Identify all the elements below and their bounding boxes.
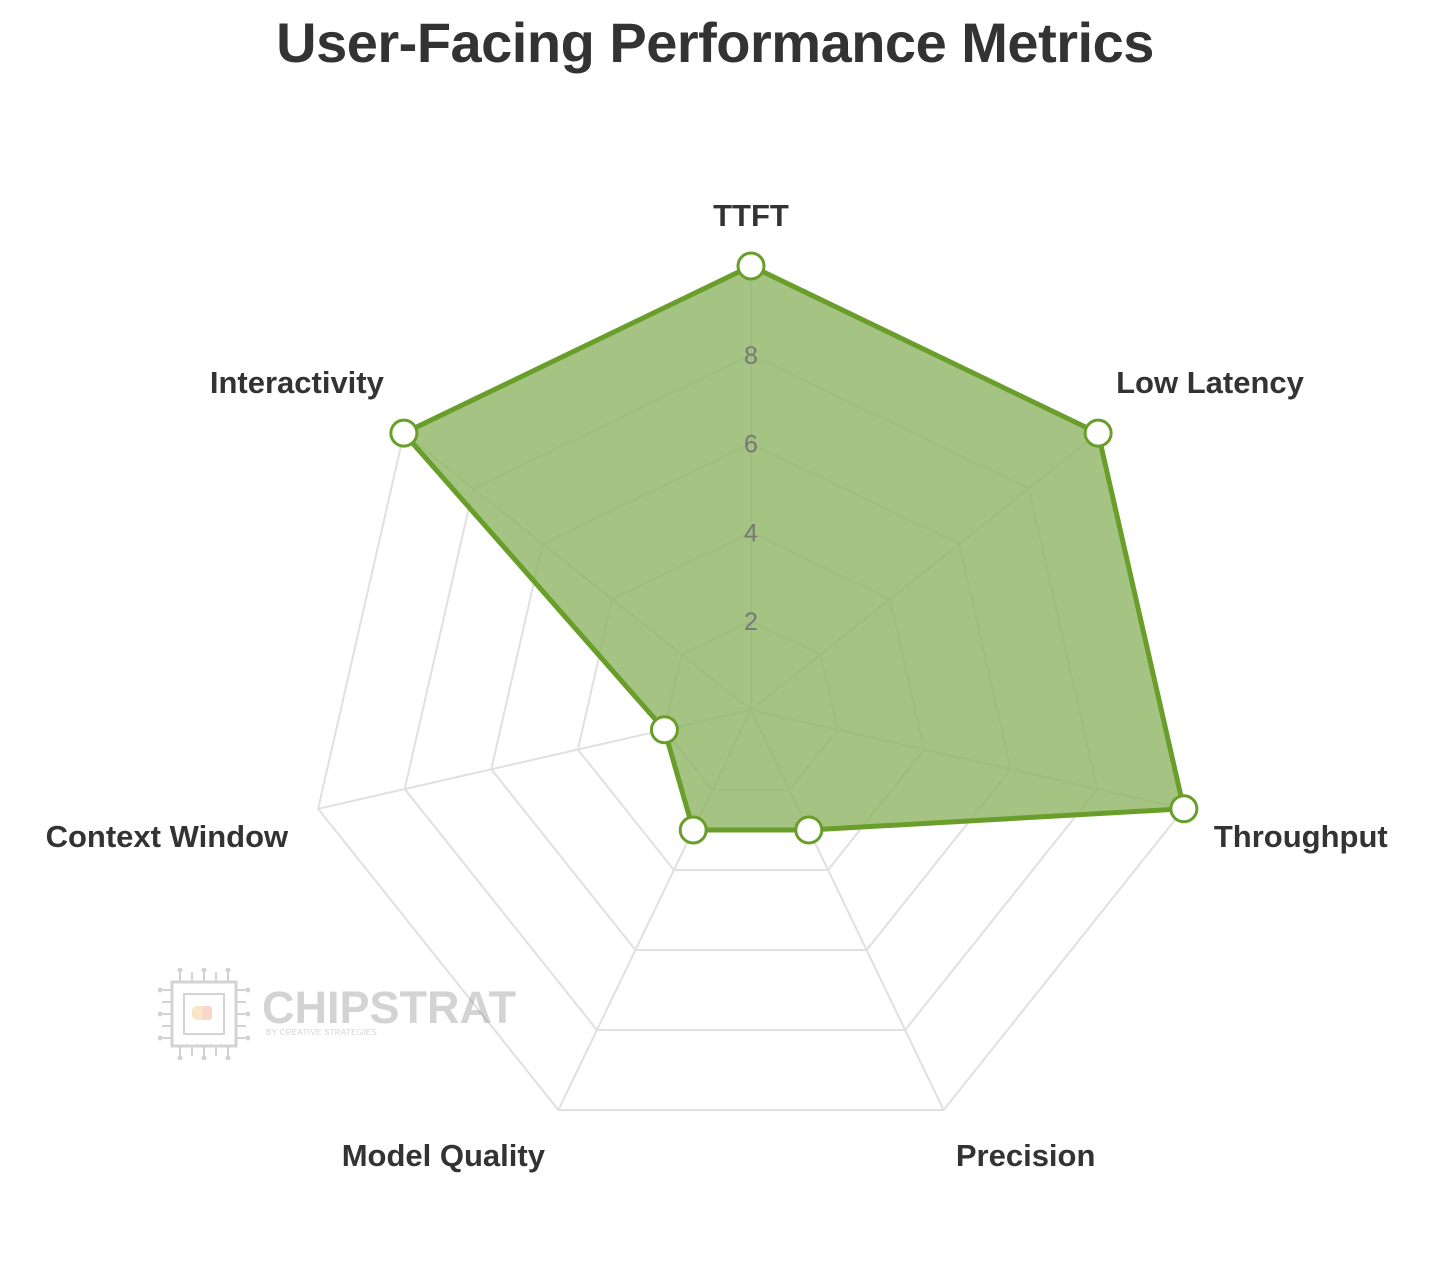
data-point[interactable] — [794, 815, 824, 845]
tick-label: 4 — [744, 519, 758, 547]
chip-logo-icon — [158, 968, 250, 1060]
tick-label: 6 — [744, 431, 758, 459]
chart-title: User-Facing Performance Metrics — [276, 11, 1154, 74]
radial-tick-labels: 2 4 6 8 — [744, 342, 758, 636]
chipstrat-watermark: CHIPSTRAT BY CREATIVE STRATEGIES — [158, 968, 538, 1063]
series-area — [401, 263, 1187, 833]
data-point[interactable] — [1083, 418, 1113, 448]
axis-labels: TTFT Low Latency Throughput Precision Model … — [46, 198, 1388, 1173]
tick-label: 8 — [744, 342, 758, 370]
axis-label: Low Latency — [1116, 365, 1305, 400]
data-point[interactable] — [389, 418, 419, 448]
axis-label: Precision — [956, 1138, 1096, 1173]
data-point[interactable] — [678, 815, 708, 845]
data-point[interactable] — [1169, 794, 1199, 824]
axis-label: Interactivity — [210, 365, 385, 400]
axis-label: Throughput — [1214, 819, 1388, 854]
watermark-name: CHIPSTRAT — [262, 982, 517, 1033]
data-point[interactable] — [736, 251, 766, 281]
axis-label: TTFT — [713, 198, 789, 233]
radar-series — [389, 251, 1199, 845]
data-point[interactable] — [649, 715, 679, 745]
tick-label: 2 — [744, 608, 758, 636]
watermark-tagline: BY CREATIVE STRATEGIES — [266, 1028, 378, 1037]
axis-label: Model Quality — [342, 1138, 546, 1173]
axis-label: Context Window — [46, 819, 289, 854]
